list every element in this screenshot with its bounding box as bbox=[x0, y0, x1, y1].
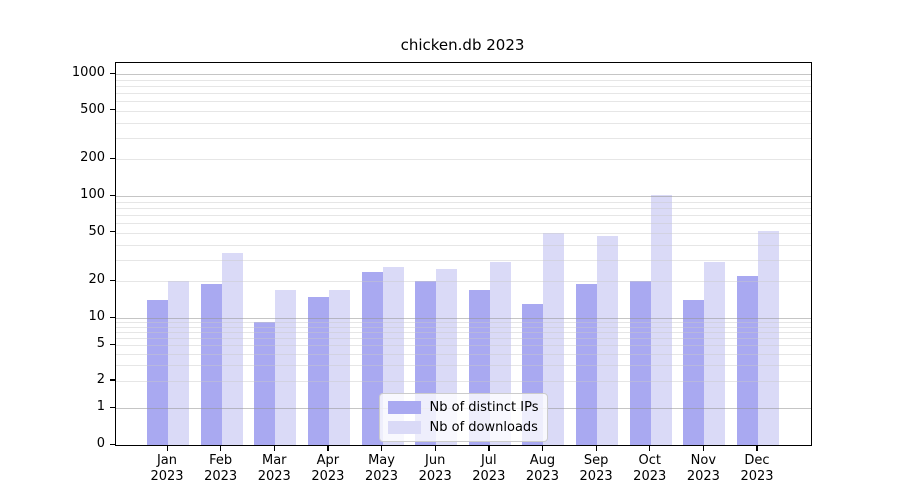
gridline-minor bbox=[116, 259, 811, 261]
y-tick-mark bbox=[110, 379, 115, 381]
x-tick-mark bbox=[488, 446, 490, 451]
bar-ips-apr bbox=[307, 296, 329, 445]
gridline-minor bbox=[116, 380, 811, 382]
bar-ips-may bbox=[361, 271, 383, 445]
legend-item: Nb of distinct IPs bbox=[387, 400, 539, 415]
chart-title: chicken.db 2023 bbox=[400, 36, 525, 54]
x-tick-label-may: May 2023 bbox=[364, 453, 399, 484]
bar-downloads-jan bbox=[168, 281, 189, 445]
x-tick-mark bbox=[327, 446, 329, 451]
gridline-minor bbox=[116, 345, 811, 347]
x-tick-label-jan: Jan 2023 bbox=[150, 453, 184, 484]
gridline-minor bbox=[116, 326, 811, 328]
bar-ips-dec bbox=[736, 276, 758, 445]
x-tick-label-feb: Feb 2023 bbox=[204, 453, 238, 484]
plot-area: Nb of distinct IPs Nb of downloads bbox=[115, 62, 812, 446]
y-tick-label: 200 bbox=[80, 150, 105, 166]
y-tick-label: 1 bbox=[96, 399, 105, 414]
x-tick-mark bbox=[381, 446, 383, 451]
y-tick-mark bbox=[110, 343, 115, 345]
gridline-minor bbox=[116, 214, 811, 216]
gridline-minor bbox=[116, 232, 811, 234]
x-tick-mark bbox=[595, 446, 597, 451]
gridline-minor bbox=[116, 85, 811, 87]
gridline-minor bbox=[116, 223, 811, 225]
x-tick-mark bbox=[541, 446, 544, 451]
x-tick-label-mar: Mar 2023 bbox=[257, 453, 291, 484]
bar-downloads-mar bbox=[275, 289, 297, 445]
gridline-minor bbox=[116, 159, 811, 161]
x-tick-mark bbox=[166, 446, 168, 451]
y-tick-label: 5 bbox=[96, 336, 105, 352]
y-tick-mark bbox=[110, 109, 115, 111]
bar-downloads-sep bbox=[597, 236, 619, 445]
y-tick-mark bbox=[110, 316, 115, 318]
y-tick-label: 500 bbox=[80, 101, 105, 117]
gridline-minor bbox=[116, 92, 811, 94]
bar-downloads-dec bbox=[757, 230, 779, 445]
legend-item: Nb of downloads bbox=[387, 420, 539, 435]
x-tick-label-apr: Apr 2023 bbox=[311, 453, 345, 484]
bar-ips-sep bbox=[576, 283, 598, 445]
gridline-major bbox=[116, 74, 811, 75]
x-tick-mark bbox=[273, 446, 275, 451]
bar-downloads-oct bbox=[650, 195, 672, 445]
y-tick-mark bbox=[110, 72, 115, 74]
gridline-major bbox=[116, 318, 811, 319]
y-tick-label: 0 bbox=[96, 436, 105, 451]
y-tick-label: 20 bbox=[88, 272, 105, 288]
gridline-minor bbox=[116, 281, 811, 283]
gridline-major bbox=[116, 196, 811, 197]
gridline-minor bbox=[116, 101, 811, 103]
gridline-minor bbox=[116, 353, 811, 355]
y-tick-mark bbox=[110, 157, 115, 159]
bar-ips-feb bbox=[200, 283, 222, 445]
y-tick-label: 100 bbox=[80, 187, 105, 202]
x-tick-label-oct: Oct 2023 bbox=[633, 453, 667, 484]
bar-downloads-feb bbox=[221, 253, 243, 445]
legend-swatch-icon bbox=[387, 401, 421, 414]
gridline-minor bbox=[116, 122, 811, 124]
x-tick-label-sep: Sep 2023 bbox=[579, 453, 613, 484]
y-tick-label: 50 bbox=[88, 223, 105, 239]
gridline-minor bbox=[116, 322, 811, 324]
gridline-minor bbox=[116, 79, 811, 81]
x-tick-mark bbox=[649, 446, 651, 451]
gridline-minor bbox=[116, 110, 811, 112]
x-tick-mark bbox=[220, 446, 222, 451]
x-tick-label-dec: Dec 2023 bbox=[740, 453, 774, 484]
legend: Nb of distinct IPs Nb of downloads bbox=[378, 393, 549, 442]
y-tick-mark bbox=[110, 231, 115, 233]
x-tick-mark bbox=[434, 446, 436, 451]
legend-label: Nb of distinct IPs bbox=[429, 400, 539, 415]
bar-downloads-nov bbox=[704, 261, 726, 445]
x-tick-mark bbox=[702, 446, 705, 451]
x-tick-label-jul: Jul 2023 bbox=[472, 453, 506, 484]
legend-swatch-icon bbox=[387, 421, 421, 434]
x-tick-label-jun: Jun 2023 bbox=[418, 453, 452, 484]
x-tick-label-nov: Nov 2023 bbox=[686, 453, 720, 484]
gridline-minor bbox=[116, 207, 811, 209]
y-tick-label: 10 bbox=[88, 309, 105, 324]
bar-ips-oct bbox=[629, 281, 651, 445]
gridline-minor bbox=[116, 337, 811, 339]
gridline-minor bbox=[116, 137, 811, 139]
y-tick-mark bbox=[110, 443, 115, 445]
bar-downloads-apr bbox=[328, 289, 350, 445]
y-tick-mark bbox=[110, 406, 115, 408]
gridline-minor bbox=[116, 365, 811, 367]
y-tick-mark bbox=[110, 279, 115, 281]
y-tick-mark bbox=[110, 194, 115, 196]
x-tick-label-aug: Aug 2023 bbox=[525, 453, 559, 484]
y-tick-label: 2 bbox=[96, 371, 105, 387]
gridline-minor bbox=[116, 331, 811, 333]
bar-downloads-aug bbox=[543, 232, 565, 445]
y-tick-label: 1000 bbox=[71, 65, 105, 80]
gridline-minor bbox=[116, 244, 811, 246]
bar-ips-mar bbox=[254, 322, 276, 445]
legend-label: Nb of downloads bbox=[429, 420, 538, 435]
gridline-minor bbox=[116, 201, 811, 203]
x-tick-mark bbox=[756, 446, 758, 451]
